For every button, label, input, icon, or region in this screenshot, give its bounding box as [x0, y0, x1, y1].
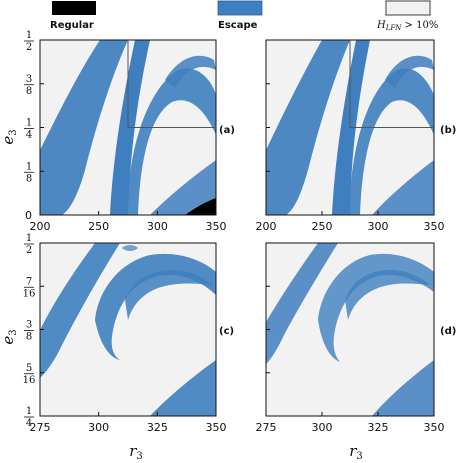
panel-d-xtick-label: 350: [424, 421, 445, 434]
panel-c-xlabel: r3: [129, 442, 143, 462]
panel-a-ytick-denominator: 2: [26, 42, 32, 53]
panel-b-escape-lower-right: [372, 160, 434, 215]
panel-c-ytick-numerator: 1: [26, 233, 32, 244]
panel-d-xlabel: r3: [349, 442, 363, 462]
panel-c-label: (c): [219, 326, 234, 337]
panel-a-xtick-label: 200: [30, 220, 51, 233]
panel-c-escape-arc-inner: [125, 270, 212, 320]
panel-c-xtick-label: 325: [147, 421, 168, 434]
panel-a-ytick-numerator: 1: [26, 30, 32, 41]
panel-d-label: (d): [440, 326, 456, 337]
panel-d-xtick-label: 275: [256, 421, 277, 434]
panel-b-xtick-label: 350: [424, 220, 445, 233]
panel-a-xtick-label: 300: [147, 220, 168, 233]
panel-c-ytick-denominator: 2: [26, 245, 32, 256]
panel-c-ytick-denominator: 16: [23, 375, 36, 386]
panel-a-escape-inner-arc: [165, 55, 216, 88]
panel-a-ytick-denominator: 8: [26, 86, 32, 97]
panel-a-regular-corner: [185, 198, 216, 215]
panel-c-ytick-denominator: 4: [26, 418, 32, 429]
panel-b-escape-band-left: [266, 40, 350, 215]
panel-c-escape-dots-top: [122, 245, 138, 251]
panel-c-ytick-denominator: 8: [26, 332, 32, 343]
panel-a-escape-lower-right: [150, 160, 216, 215]
panel-d-escape-lower-right: [372, 360, 434, 416]
panel-a-ytick-denominator: 4: [26, 130, 32, 141]
panel-d-escape-band-left: [266, 243, 338, 364]
panel-b-label: (b): [440, 125, 456, 136]
panel-c-escape-band-left: [40, 243, 120, 378]
legend-label-hlfn: HLFN > 10%: [376, 20, 438, 32]
legend: Regular Escape HLFN > 10%: [50, 0, 438, 32]
panel-c-ytick-numerator: 7: [26, 276, 32, 287]
panel-d-escape-arc-inner: [345, 270, 430, 320]
panel-c-ylabel: e3: [0, 329, 19, 344]
panel-c-ytick-numerator: 5: [26, 363, 32, 374]
panel-a-escape-band-left: [40, 40, 128, 215]
panel-b-xtick-label: 200: [256, 220, 277, 233]
panel-a-ytick-label: 0: [25, 209, 32, 222]
panel-c-ytick-numerator: 3: [26, 320, 32, 331]
panel-b-xtick-label: 250: [312, 220, 333, 233]
panel-d-xtick-label: 325: [368, 421, 389, 434]
panel-c-escape-lower-right: [150, 360, 216, 416]
panel-a-ytick-numerator: 1: [26, 161, 32, 172]
panel-b-xtick-label: 300: [368, 220, 389, 233]
panel-b-escape-arc: [350, 68, 434, 215]
panel-c-ytick-numerator: 1: [26, 406, 32, 417]
legend-swatch-hlfn: [385, 0, 431, 16]
panel-a-ylabel: e3: [0, 129, 19, 144]
legend-label-regular: Regular: [50, 20, 94, 31]
panel-b: 200 250 300 350 (b): [256, 39, 456, 233]
panel-d-ticks: 275 300 325 350: [256, 242, 445, 434]
panel-d-map: [266, 243, 434, 416]
panel-d: 275 300 325 350 (d) r3: [256, 242, 456, 462]
panel-a-ytick-numerator: 3: [26, 74, 32, 85]
panel-a-label: (a): [219, 125, 235, 136]
panel-c-xtick-label: 300: [88, 421, 109, 434]
panel-a-ytick-numerator: 1: [26, 118, 32, 129]
legend-label-escape: Escape: [218, 20, 258, 31]
panel-c-xtick-label: 350: [206, 421, 227, 434]
panel-a-escape-arc: [128, 68, 216, 215]
legend-swatch-escape: [217, 0, 263, 16]
panel-c-ytick-denominator: 16: [23, 288, 36, 299]
panel-d-escape-arc-outer: [318, 253, 434, 362]
panel-c-escape-arc-outer: [95, 253, 216, 360]
panel-a-zoom-box: [127, 40, 216, 128]
panel-a-xtick-label: 250: [88, 220, 109, 233]
panel-b-zoom-box: [349, 40, 434, 128]
panel-a-xtick-label: 350: [206, 220, 227, 233]
legend-swatch-regular: [52, 1, 96, 15]
panel-c-xtick-label: 275: [30, 421, 51, 434]
panel-c-map: [40, 243, 216, 416]
panel-b-ticks: 200 250 300 350: [256, 39, 445, 233]
panel-b-escape-inner-arc: [385, 55, 434, 88]
panel-d-xtick-label: 300: [312, 421, 333, 434]
panel-a-ytick-denominator: 8: [26, 173, 32, 184]
